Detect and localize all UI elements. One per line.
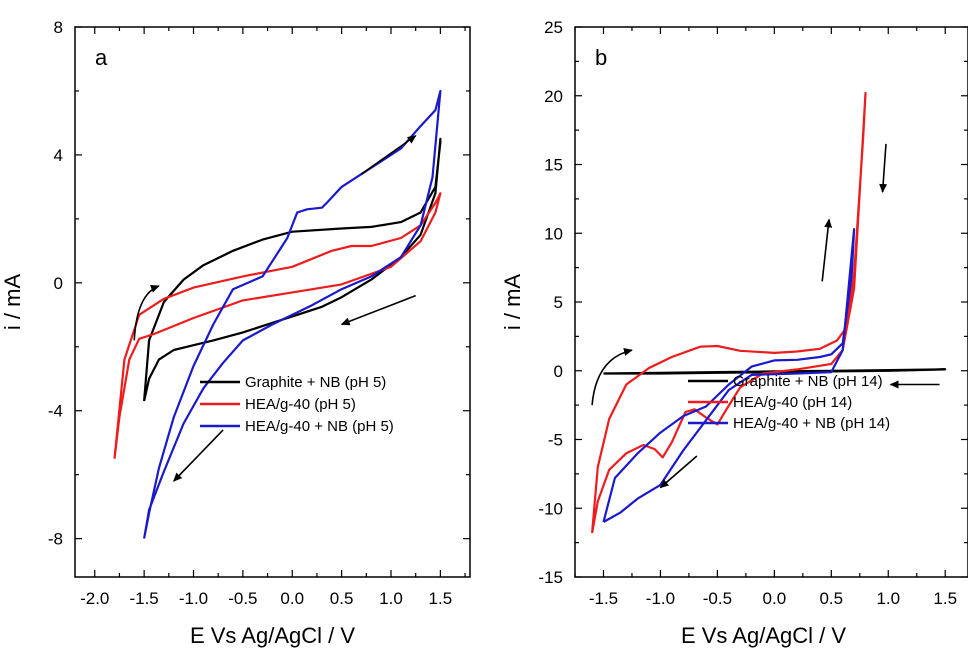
legend-label: HEA/g-40 + NB (pH 5) xyxy=(245,418,394,435)
x-tick-label: -0.5 xyxy=(703,589,732,608)
direction-arrow-4 xyxy=(173,429,224,482)
x-tick-label: 1.0 xyxy=(379,589,403,608)
series-line-3 xyxy=(143,89,442,539)
y-tick-label: 8 xyxy=(54,18,63,37)
legend-label: Graphite + NB (pH 5) xyxy=(245,374,386,391)
x-tick-label: -0.5 xyxy=(228,589,257,608)
x-tick-label: 1.5 xyxy=(429,589,453,608)
y-tick-label: 5 xyxy=(554,293,563,312)
panel-letter: a xyxy=(95,45,108,70)
series-line-3 xyxy=(602,228,856,523)
series-line-1 xyxy=(603,368,947,375)
y-axis-title: i / mA xyxy=(0,274,25,331)
chart-panel-b: -1.5 -1.0 -0.5 0.0 0.5 1.0 1.5 -15 -10 -5 0 5 10 15 20… xyxy=(500,18,968,648)
x-tick-label: 1.5 xyxy=(933,589,957,608)
y-tick-label: 0 xyxy=(54,274,63,293)
chart-panel-a: -2.0 -1.5 -1.0 -0.5 0.0 0.5 1.0 1.5 -8 -4 0 4 8 E Vs … xyxy=(0,18,471,648)
y-tick-label: -5 xyxy=(548,431,563,450)
x-tick-label: 0.5 xyxy=(330,589,354,608)
x-tick-label: -1.0 xyxy=(179,589,208,608)
x-tick-label: 0.0 xyxy=(763,589,787,608)
x-tick-label: 0.5 xyxy=(819,589,843,608)
x-tick-label: -1.5 xyxy=(129,589,158,608)
legend-label: HEA/g-40 (pH 14) xyxy=(733,394,852,411)
direction-arrow-2 xyxy=(821,218,833,282)
series-line-2 xyxy=(113,192,442,459)
x-tick-label: -1.0 xyxy=(646,589,675,608)
plot-frame xyxy=(574,26,968,578)
series-line-1 xyxy=(143,137,442,402)
y-tick-label: -15 xyxy=(538,568,563,587)
plot-area xyxy=(591,91,947,534)
y-tick-label: -8 xyxy=(48,530,63,549)
legend-label: HEA/g-40 + NB (pH 14) xyxy=(733,415,890,432)
direction-arrow-1 xyxy=(591,348,633,406)
y-tick-label: -10 xyxy=(538,499,563,518)
y-tick-label: 10 xyxy=(544,224,563,243)
x-tick-label: 0.0 xyxy=(280,589,304,608)
y-tick-label: 4 xyxy=(54,146,63,165)
panel-letter: b xyxy=(595,45,607,70)
x-tick-label: -2.0 xyxy=(80,589,109,608)
y-tick-label: -4 xyxy=(48,402,63,421)
plot-area xyxy=(113,89,442,539)
x-axis-title: E Vs Ag/AgCl / V xyxy=(681,623,846,648)
direction-arrow-3 xyxy=(340,294,416,326)
y-tick-label: 15 xyxy=(544,156,563,175)
y-axis-title: i / mA xyxy=(500,274,525,331)
y-tick-label: 25 xyxy=(544,18,563,37)
plot-frame xyxy=(74,26,471,578)
x-tick-label: 1.0 xyxy=(876,589,900,608)
y-tick-label: 20 xyxy=(544,87,563,106)
direction-arrow-3 xyxy=(879,143,888,193)
x-tick-label: -1.5 xyxy=(589,589,618,608)
x-axis-title: E Vs Ag/AgCl / V xyxy=(190,623,355,648)
direction-arrow-5 xyxy=(659,455,698,489)
y-tick-label: 0 xyxy=(554,362,563,381)
legend-label: Graphite + NB (pH 14) xyxy=(733,373,883,390)
series-line-2 xyxy=(591,91,867,534)
direction-arrow-1 xyxy=(133,285,160,341)
direction-arrow-2 xyxy=(360,135,417,175)
legend-label: HEA/g-40 (pH 5) xyxy=(245,396,356,413)
